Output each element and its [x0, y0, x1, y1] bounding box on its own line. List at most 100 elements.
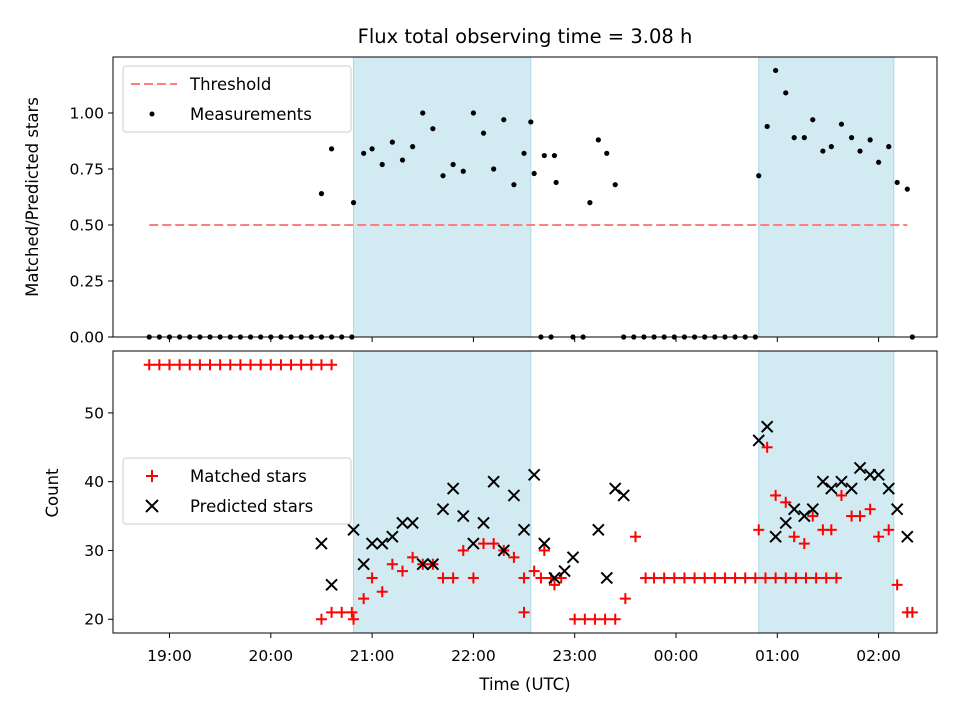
- measurement-point: [820, 148, 826, 154]
- predicted-marker-b: [477, 516, 490, 530]
- matched-star-point: [447, 572, 459, 584]
- top-panel: 0.00 0.25 0.50 0.75 1.00 Matched/Predicted s…: [23, 56, 938, 347]
- matched-star-point: [174, 359, 186, 371]
- x-axis-label: Time (UTC): [478, 675, 570, 694]
- measurement-point: [440, 173, 446, 179]
- predicted-marker-b: [779, 516, 792, 530]
- top-x-ticks: [169, 337, 880, 342]
- matched-star-point: [336, 606, 348, 618]
- matched-star-point: [825, 524, 837, 536]
- y-tick-label: 1.00: [69, 105, 104, 123]
- measurement-point: [551, 152, 558, 159]
- top-legend: Threshold Measurements: [122, 65, 352, 133]
- measurement-point: [756, 173, 762, 179]
- measurement-point: [501, 117, 507, 123]
- measurement-point: [783, 90, 789, 96]
- measurement-point: [541, 152, 547, 159]
- matched-star-point: [315, 613, 327, 625]
- predicted-star-point: [396, 516, 409, 530]
- measurement-point: [420, 110, 426, 116]
- measurement-point: [886, 144, 892, 150]
- matched-star-point: [761, 441, 773, 453]
- matched-star-point: [326, 359, 338, 371]
- matched-star-point: [153, 359, 165, 371]
- y-tick-label: 20: [84, 611, 104, 629]
- measurement-point: [369, 146, 375, 152]
- predicted-star-point: [436, 502, 450, 516]
- measurement-point: [894, 179, 900, 186]
- matched-star-point: [569, 613, 581, 625]
- matched-star-point: [749, 572, 761, 584]
- predicted-marker-b: [798, 509, 811, 523]
- predicted-marker-b: [507, 489, 521, 502]
- top-shaded-intervals: [353, 56, 895, 338]
- predicted-star-point: [845, 482, 858, 495]
- matched-star-point: [883, 524, 895, 536]
- predicted-marker-b: [609, 482, 622, 495]
- bottom-legend: Matched stars Predicted stars: [122, 457, 352, 525]
- predicted-marker-b: [617, 489, 630, 502]
- legend-threshold-label: Threshold: [189, 75, 271, 94]
- predicted-marker-b: [357, 558, 370, 571]
- predicted-marker-b: [760, 420, 774, 433]
- predicted-marker-b: [872, 468, 885, 482]
- x-tick-label: 02:00: [856, 647, 901, 665]
- bottom-shaded-intervals: [353, 350, 895, 634]
- matched-star-point: [891, 579, 903, 591]
- matched-star-point: [396, 565, 408, 577]
- measurement-point: [764, 123, 770, 130]
- legend-matched-label: Matched stars: [190, 467, 307, 486]
- predicted-marker-b: [315, 537, 328, 550]
- matched-star-point: [719, 572, 731, 584]
- matched-star-point: [437, 572, 449, 584]
- matched-star-point: [800, 572, 812, 584]
- measurement-point: [350, 200, 357, 206]
- predicted-marker-b: [396, 516, 409, 530]
- predicted-marker-b: [901, 530, 914, 543]
- matched-star-point: [315, 359, 327, 371]
- predicted-star-point: [365, 537, 379, 550]
- top-legend-box: [122, 65, 352, 133]
- predicted-marker-b: [365, 537, 379, 550]
- y-tick-label: 50: [84, 404, 104, 422]
- top-axes-frame: [112, 56, 938, 338]
- predicted-star-point: [617, 489, 630, 502]
- matched-star-point: [348, 613, 360, 625]
- matched-star-point: [184, 359, 196, 371]
- predicted-star-point: [325, 578, 338, 592]
- predicted-star-point: [357, 558, 370, 571]
- predicted-star-point: [446, 482, 460, 495]
- matched-star-point: [518, 572, 530, 584]
- predicted-star-point: [779, 516, 792, 530]
- matched-star-point: [770, 489, 782, 501]
- measurement-point: [791, 135, 797, 141]
- predicted-marker-b: [457, 509, 470, 523]
- predicted-marker-b: [325, 578, 338, 592]
- predicted-star-point: [825, 482, 838, 495]
- predicted-marker-b: [497, 544, 510, 557]
- matched-star-point: [528, 565, 540, 577]
- shaded-interval: [758, 350, 895, 634]
- predicted-star-point: [592, 523, 605, 537]
- matched-star-point: [538, 544, 550, 556]
- measurement-point: [828, 144, 834, 150]
- matched-star-point: [234, 359, 246, 371]
- matched-star-point: [810, 572, 822, 584]
- shaded-interval: [353, 350, 532, 634]
- predicted-star-points: [315, 420, 914, 592]
- predicted-star-point: [798, 509, 811, 523]
- predicted-marker-b: [548, 571, 561, 585]
- predicted-star-point: [477, 516, 490, 530]
- matched-star-point: [864, 503, 876, 515]
- measurement-point: [587, 200, 593, 206]
- matched-star-point: [255, 359, 267, 371]
- predicted-star-point: [752, 434, 765, 447]
- predicted-star-point: [376, 537, 389, 550]
- matched-star-point: [376, 586, 388, 598]
- predicted-star-point: [872, 468, 885, 482]
- measurement-point: [318, 191, 325, 197]
- measurement-point: [450, 161, 456, 168]
- matched-star-point: [729, 572, 741, 584]
- x-tick-label: 21:00: [350, 647, 395, 665]
